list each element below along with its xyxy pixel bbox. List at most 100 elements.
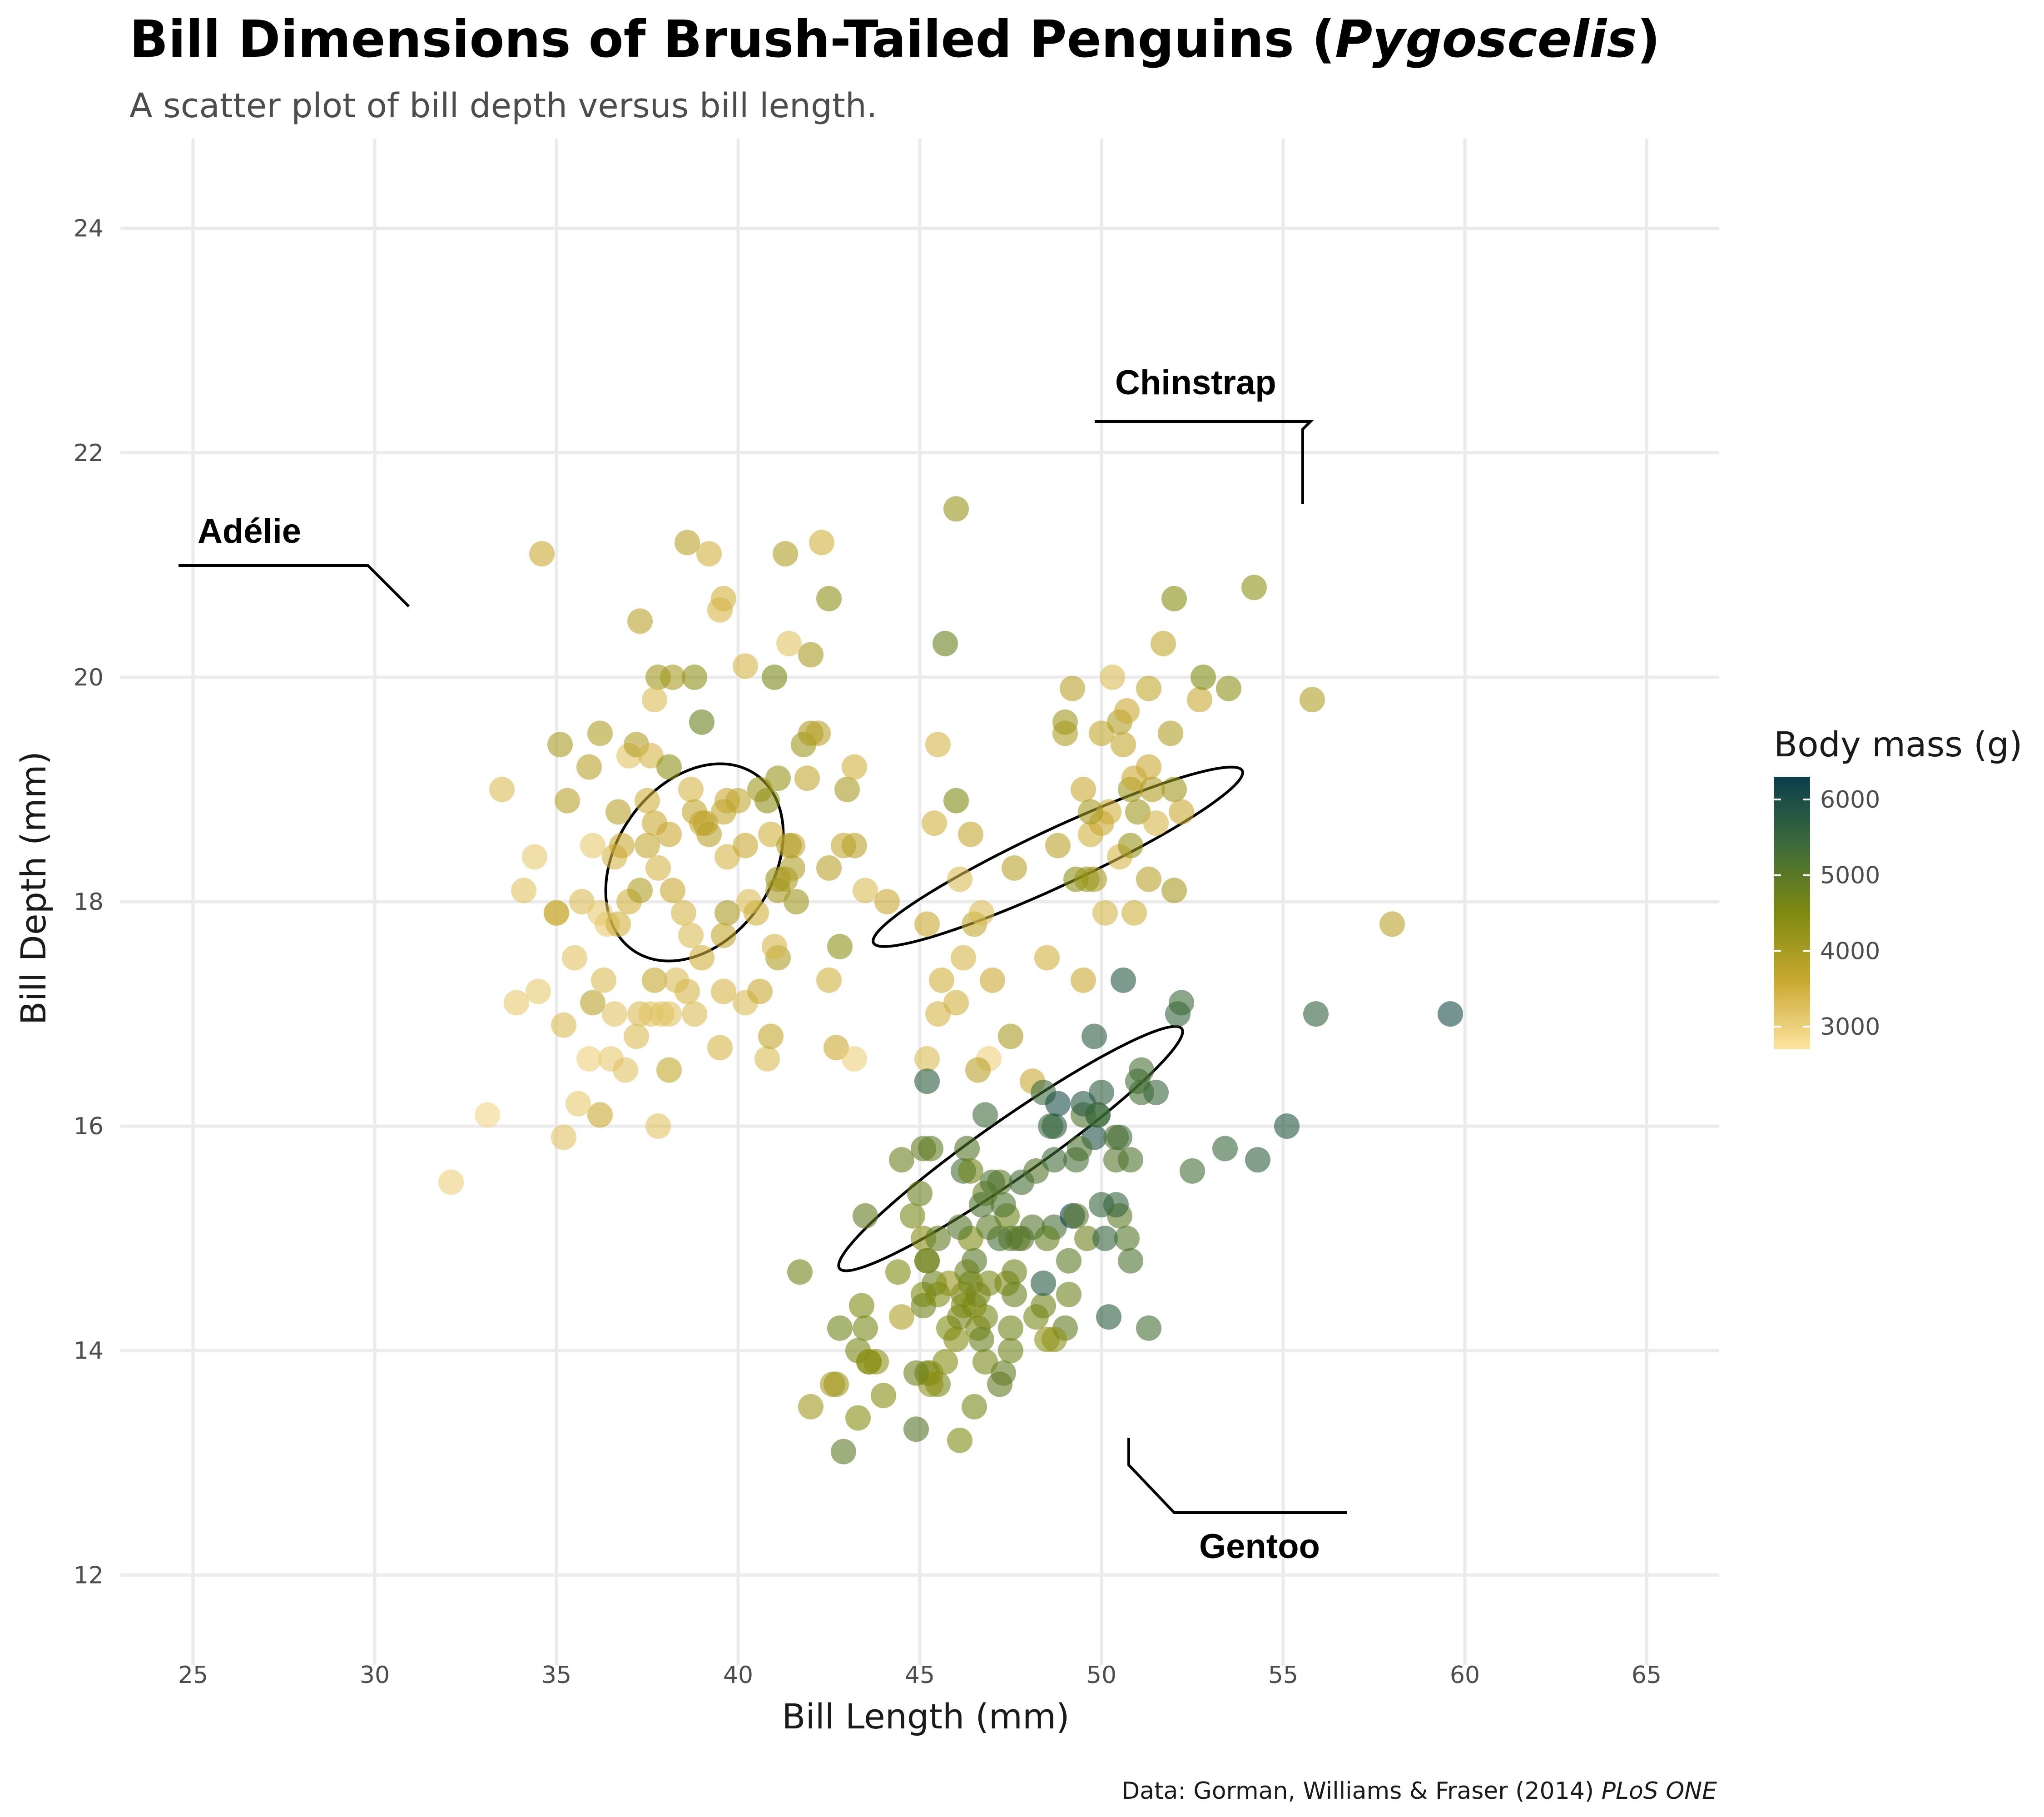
data-point [675,978,700,1004]
data-point [958,1158,983,1184]
species-label-gentoo: Gentoo [1199,1527,1320,1566]
data-point [1216,675,1241,701]
data-point [1060,675,1085,701]
y-tick-label: 14 [74,1337,104,1365]
data-point [871,1383,896,1409]
data-point [544,900,569,926]
data-point [911,1136,936,1162]
data-point [1187,687,1212,713]
data-point [762,933,787,959]
data-point [1056,1281,1082,1307]
data-point [707,597,733,623]
data-point [1114,1226,1140,1251]
data-point [522,844,547,870]
data-point [1143,1080,1169,1105]
data-point [765,765,791,791]
data-point [1151,630,1176,656]
data-point [1074,866,1100,892]
data-point [580,990,605,1016]
data-point [587,1102,613,1128]
data-point [1114,698,1140,724]
data-point [1143,810,1169,836]
y-tick-label: 24 [74,215,104,243]
data-point [947,866,972,892]
data-point [529,541,555,567]
data-point [762,664,787,690]
data-point [853,878,878,904]
data-point [1009,1169,1034,1195]
data-point [555,788,580,814]
data-point [958,821,983,847]
data-point [638,743,664,769]
data-point [1089,720,1114,746]
data-point [1245,1147,1270,1173]
data-point [576,754,602,780]
data-point [660,878,685,904]
data-point [627,878,653,904]
data-point [842,754,867,780]
data-point [1085,1102,1111,1128]
data-point [1438,1001,1463,1027]
data-point [678,923,704,948]
data-point [660,664,685,690]
data-point [954,1259,980,1285]
data-point [504,990,529,1016]
data-point [642,967,667,993]
data-point [1111,732,1136,758]
data-point [1038,1113,1063,1139]
data-point [914,1248,940,1274]
data-point [1096,1304,1121,1330]
data-point [831,1439,856,1465]
species-label-adelie: Adélie [198,512,301,551]
data-point [903,1360,929,1386]
data-point [1092,900,1118,926]
data-point [1045,833,1071,859]
data-points [438,496,1463,1465]
data-point [733,653,758,679]
data-point [489,776,515,802]
data-point [925,1226,951,1251]
data-point [747,978,773,1004]
y-tick-label: 12 [74,1562,104,1589]
data-point [1300,687,1325,713]
data-point [1212,1136,1238,1162]
data-point [889,1147,914,1173]
data-point [1052,709,1078,735]
data-point [566,1091,591,1117]
data-point [925,1281,951,1307]
data-point [954,1136,980,1162]
data-point [794,765,820,791]
data-point [1161,586,1187,611]
data-point [642,687,667,713]
data-point [1045,1091,1071,1117]
data-point [656,754,682,780]
data-point [933,630,958,656]
data-point [1092,1226,1118,1251]
data-point [656,1057,682,1083]
data-point [925,732,951,758]
data-point [1042,1326,1067,1352]
data-point [754,1046,780,1072]
leader-gentoo [1127,1438,1347,1514]
data-point [1161,776,1187,802]
data-point [845,1405,871,1431]
data-point [914,1068,940,1094]
data-point [1191,664,1216,690]
data-point [998,1315,1023,1341]
data-point [678,776,704,802]
data-point [1078,799,1103,825]
data-point [889,1304,914,1330]
data-point [1158,720,1183,746]
data-point [714,900,740,926]
data-point [627,608,653,634]
data-point [714,844,740,870]
data-point [758,1023,784,1049]
data-point [1121,900,1147,926]
data-point [605,799,631,825]
data-point [635,833,660,859]
data-point [1082,1023,1107,1049]
legend-ticks: 3000 4000 5000 6000 [1774,786,1880,1041]
data-point [827,933,853,959]
data-point [758,821,784,847]
x-tick-label: 50 [1086,1662,1116,1689]
